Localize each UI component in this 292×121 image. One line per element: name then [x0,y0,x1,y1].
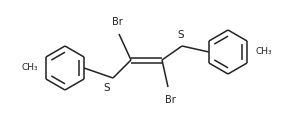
Text: CH₃: CH₃ [21,64,38,72]
Text: S: S [178,30,184,40]
Text: CH₃: CH₃ [255,48,272,57]
Text: Br: Br [165,95,175,105]
Text: S: S [103,83,110,93]
Text: Br: Br [112,17,122,27]
